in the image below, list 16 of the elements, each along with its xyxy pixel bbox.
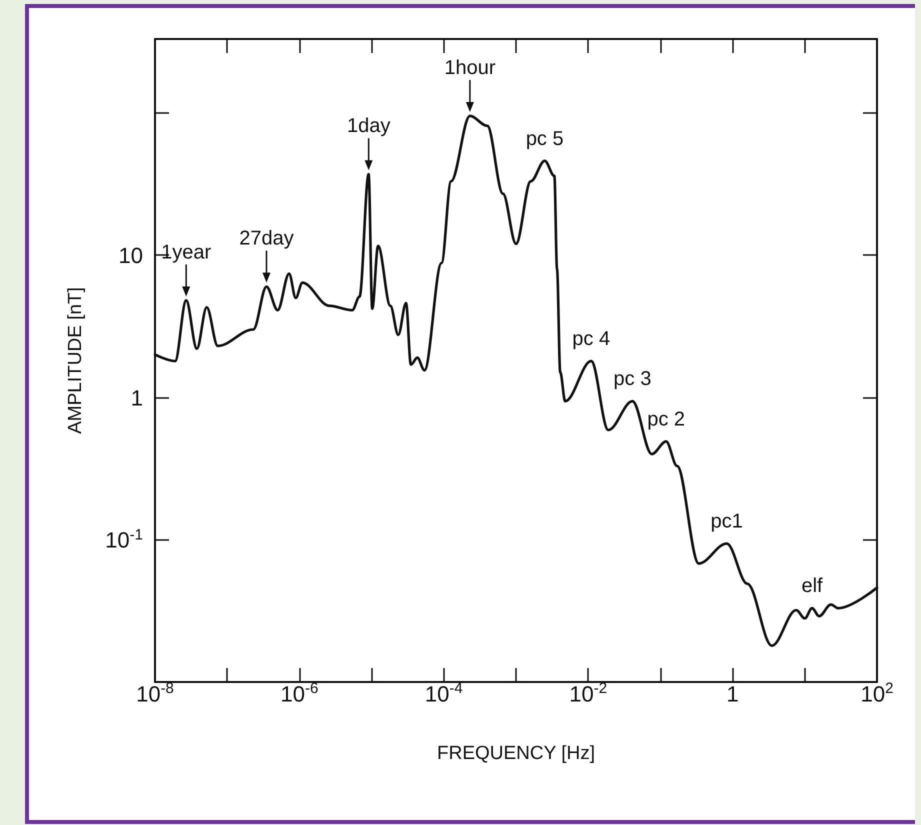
annotation: pc 4: [572, 328, 610, 350]
annotation: pc 3: [614, 368, 652, 390]
annotation: pc1: [710, 510, 743, 533]
y-axis-title: AMPLITUDE [nT]: [65, 287, 86, 434]
annotation: 1year: [161, 241, 212, 264]
x-axis-title: FREQUENCY [Hz]: [436, 743, 596, 764]
annotation: pc 2: [647, 408, 686, 430]
annotation: 1hour: [444, 56, 496, 79]
annotation: pc 5: [526, 128, 564, 150]
x-tick-label: 1: [726, 682, 739, 706]
y-tick-label: 10$^{-1}$: [105, 526, 143, 553]
y-tick-label: 1: [130, 385, 143, 410]
annotation: 27day: [239, 228, 294, 250]
annotation: elf: [801, 575, 824, 598]
annotation: 1day: [346, 115, 390, 138]
y-tick-label: 10: [118, 243, 143, 268]
